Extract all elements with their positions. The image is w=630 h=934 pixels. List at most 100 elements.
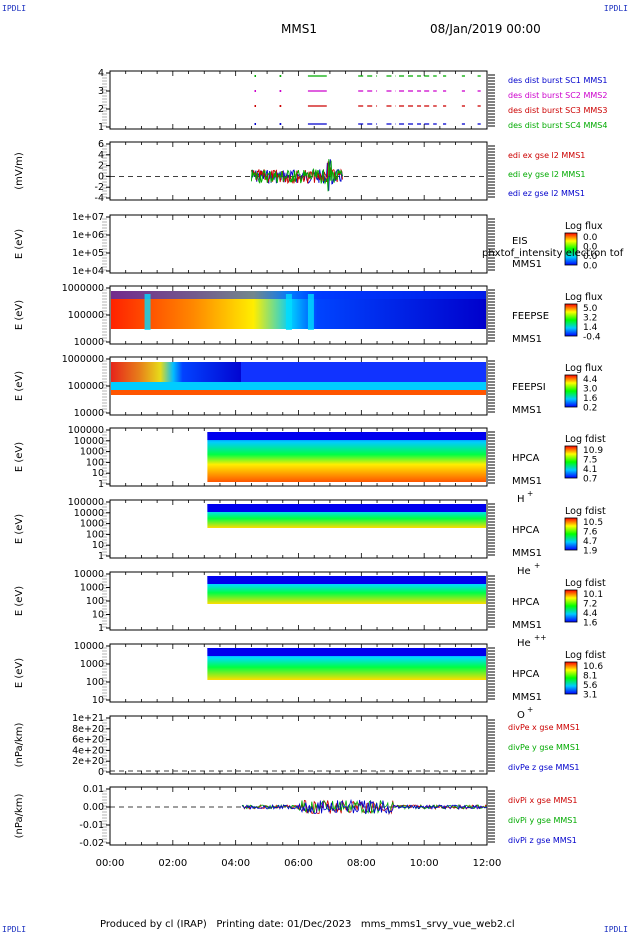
hpca_he-cbar-title: Log fdist: [565, 506, 606, 517]
hpca_he-species-label: He: [517, 566, 531, 577]
hpca_o-cbar-tick: 8.1: [583, 672, 597, 682]
time-axis-label: 06:00: [284, 858, 313, 869]
hpca_he2-ytick-label: 10000: [74, 569, 104, 580]
hpca_he2-ytick-label: 1000: [80, 583, 104, 594]
hpca_h-spectrogram: [207, 432, 486, 482]
hpca_he-ytick-label: 10: [92, 540, 104, 551]
eis-ytick-label: 1e+06: [72, 230, 104, 241]
corner-label-top-right: IPDLI: [603, 4, 628, 13]
divpi-legend-2: divPi y gse MMS1: [508, 816, 577, 825]
feepsi-cbar-title: Log flux: [565, 363, 603, 374]
hpca_h-spacecraft-label: MMS1: [512, 476, 542, 487]
hpca_h-ytick-label: 10: [92, 468, 104, 479]
hpca_o-top-band: [207, 648, 486, 656]
edi-series-z: [251, 159, 343, 191]
hpca_o-species-label: O: [517, 710, 525, 721]
divpi-ylabel: (nPa/km): [14, 794, 25, 839]
eis-ytick-label: 1e+05: [72, 248, 104, 259]
hpca_he2-charge-label: ++: [534, 633, 547, 642]
edi-ylabel: (mV/m): [14, 152, 25, 190]
feepse-spacecraft-label: MMS1: [512, 334, 542, 345]
hpca_he-cbar-tick: 10.5: [583, 518, 603, 528]
burst-dot: [279, 75, 282, 77]
feepsi-mid-band: [111, 382, 486, 390]
divpe-ytick-label: 1e+21: [72, 713, 104, 724]
hpca_he2-top-band: [207, 576, 486, 584]
feepse-spike: [285, 294, 292, 330]
hpca_o-colorbar: [564, 661, 578, 695]
burst-legend-4: des dist burst SC4 MMS4: [508, 121, 607, 130]
footer-credits: Produced by cl (IRAP) Printing date: 01/…: [100, 919, 515, 930]
burst-dot: [279, 90, 282, 92]
hpca_he2-species-label: He: [517, 638, 531, 649]
hpca_h-ytick-label: 10000: [74, 436, 104, 447]
hpca_he2-spacecraft-label: MMS1: [512, 620, 542, 631]
eis-spacecraft-label: MMS1: [512, 259, 542, 270]
divpi-legend-3: divPi z gse MMS1: [508, 836, 577, 845]
hpca_h-cbar-tick: 10.9: [583, 446, 603, 456]
eis-colorbar: [564, 232, 578, 266]
divpe-frame: [109, 715, 488, 775]
hpca_he2-cbar-title: Log fdist: [565, 578, 606, 589]
eis-frame: [109, 214, 488, 274]
hpca_h-cbar-title: Log fdist: [565, 434, 606, 445]
hpca_he-ytick-label: 100000: [68, 497, 104, 508]
edi-ytick-label: 0: [98, 171, 104, 182]
divpi-series-z: [241, 798, 488, 815]
edi-legend-2: edi ey gse l2 MMS1: [508, 170, 586, 179]
hpca_h-instrument-label: HPCA: [512, 453, 540, 464]
hpca_he-colorbar: [564, 517, 578, 551]
hpca_o-spacecraft-label: MMS1: [512, 692, 542, 703]
edi-series-y: [250, 159, 343, 192]
hpca_he-ytick-label: 1000: [80, 519, 104, 530]
feepse-ytick-label: 1000000: [62, 283, 104, 294]
burst-ytick-label: 1: [98, 122, 104, 133]
feepse-high-energy-band: [111, 291, 486, 299]
feepse-cbar-tick: 3.2: [583, 314, 597, 324]
burst-dot: [254, 75, 257, 77]
time-axis-label: 10:00: [410, 858, 439, 869]
hpca_o-ytick-label: 10: [92, 695, 104, 706]
eis-overlay-label: phxtof_intensity electron tof: [482, 248, 624, 259]
feepsi-instrument-label: FEEPSI: [512, 382, 546, 393]
hpca_o-ytick-label: 100: [86, 677, 104, 688]
hpca_he-top-band: [207, 504, 486, 512]
eis-cbar-tick: 0.0: [583, 243, 598, 253]
burst-legend-3: des dist burst SC3 MMS3: [508, 106, 607, 115]
hpca_h-ytick-label: 100000: [68, 425, 104, 436]
hpca_he2-ytick-label: 100: [86, 596, 104, 607]
divpe-ytick-label: 6e+20: [72, 735, 104, 746]
time-axis-label: 00:00: [96, 858, 125, 869]
hpca_he2-ytick-label: 10: [92, 610, 104, 621]
hpca_o-ytick-label: 1000: [80, 659, 104, 670]
divpi-frame: [109, 786, 488, 846]
spacecraft-title: MMS1: [281, 22, 317, 36]
eis-cbar-tick: 0.0: [583, 252, 598, 262]
hpca_h-ytick-label: 1: [98, 479, 104, 490]
divpi-legend-1: divPi x gse MMS1: [508, 796, 577, 805]
burst-dot: [279, 123, 282, 125]
hpca_o-instrument-label: HPCA: [512, 669, 540, 680]
divpe-legend-1: divPe x gse MMS1: [508, 723, 580, 732]
divpe-ytick-label: 4e+20: [72, 745, 104, 756]
feepse-cbar-tick: 1.4: [583, 323, 598, 333]
hpca_he-cbar-tick: 4.7: [583, 537, 597, 547]
divpi-ytick-label: 0.00: [83, 802, 104, 813]
hpca_he-ytick-label: 10000: [74, 508, 104, 519]
hpca_o-ytick-label: 10000: [74, 641, 104, 652]
date-title: 08/Jan/2019 00:00: [430, 22, 541, 36]
hpca_o-charge-label: +: [527, 705, 533, 714]
hpca_o-ylabel: E (eV): [14, 658, 25, 688]
feepse-ytick-label: 100000: [68, 310, 104, 321]
burst-legend-1: des dist burst SC1 MMS1: [508, 76, 607, 85]
eis-cbar-tick: 0.0: [583, 262, 598, 272]
burst-ytick-label: 3: [98, 86, 104, 97]
time-axis-label: 08:00: [347, 858, 376, 869]
feepse-instrument-label: FEEPSE: [512, 311, 549, 322]
feepsi-spacecraft-label: MMS1: [512, 405, 542, 416]
feepsi-ylabel: E (eV): [14, 371, 25, 401]
divpi-ytick-label: 0.01: [83, 784, 104, 795]
eis-ytick-label: 1e+04: [72, 266, 104, 277]
hpca_he-ylabel: E (eV): [14, 514, 25, 544]
